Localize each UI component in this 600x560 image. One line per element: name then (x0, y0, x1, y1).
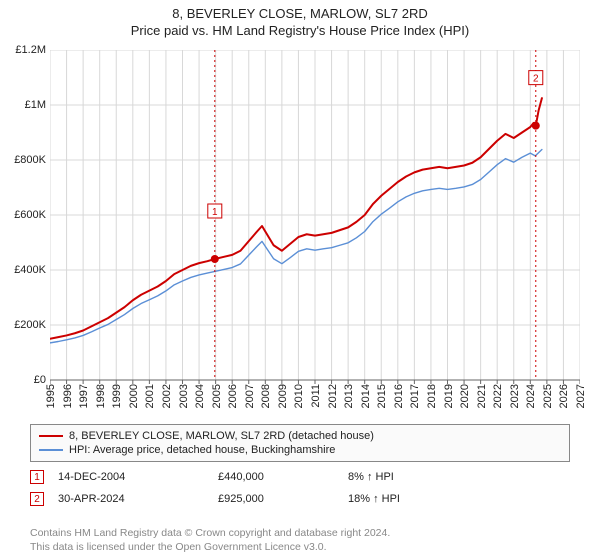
footer-line-1: Contains HM Land Registry data © Crown c… (30, 526, 570, 540)
title-block: 8, BEVERLEY CLOSE, MARLOW, SL7 2RD Price… (0, 0, 600, 38)
x-tick-label: 2013 (343, 384, 355, 408)
x-tick-label: 2020 (459, 384, 471, 408)
sale-price: £440,000 (218, 471, 348, 483)
sale-rows: 1 14-DEC-2004£440,0008% ↑ HPI 2 30-APR-2024… (30, 466, 570, 510)
x-tick-label: 2004 (194, 384, 206, 408)
x-tick-label: 2009 (277, 384, 289, 408)
x-tick-label: 2025 (542, 384, 554, 408)
x-tick-label: 2023 (509, 384, 521, 408)
x-tick-label: 1999 (111, 384, 123, 408)
x-tick-label: 2006 (227, 384, 239, 408)
legend-swatch (39, 449, 63, 451)
x-tick-label: 2015 (376, 384, 388, 408)
x-tick-label: 2026 (558, 384, 570, 408)
x-tick-label: 2000 (128, 384, 140, 408)
x-tick-label: 2007 (244, 384, 256, 408)
x-tick-label: 2022 (492, 384, 504, 408)
x-tick-label: 2012 (327, 384, 339, 408)
y-tick-label: £400K (14, 264, 46, 276)
x-tick-label: 2027 (575, 384, 587, 408)
sale-marker-number: 2 (30, 492, 44, 506)
sale-row: 1 14-DEC-2004£440,0008% ↑ HPI (30, 466, 570, 488)
x-tick-label: 2001 (144, 384, 156, 408)
x-tick-label: 2011 (310, 384, 322, 408)
legend-label: HPI: Average price, detached house, Buck… (69, 444, 335, 456)
x-tick-label: 2017 (409, 384, 421, 408)
x-tick-label: 2021 (476, 384, 488, 408)
legend-row: 8, BEVERLEY CLOSE, MARLOW, SL7 2RD (deta… (39, 429, 561, 443)
legend-swatch (39, 435, 63, 437)
sale-hpi-delta: 18% ↑ HPI (348, 493, 528, 505)
sale-price: £925,000 (218, 493, 348, 505)
x-tick-label: 1995 (45, 384, 57, 408)
plot-area: 12 (50, 50, 580, 380)
title-sub: Price paid vs. HM Land Registry's House … (0, 23, 600, 38)
x-tick-label: 2019 (443, 384, 455, 408)
sale-date: 30-APR-2024 (58, 493, 218, 505)
x-tick-label: 2016 (393, 384, 405, 408)
x-tick-label: 2024 (525, 384, 537, 408)
x-tick-label: 1998 (95, 384, 107, 408)
chart-card: 8, BEVERLEY CLOSE, MARLOW, SL7 2RD Price… (0, 0, 600, 560)
x-tick-label: 2018 (426, 384, 438, 408)
x-tick-label: 2003 (178, 384, 190, 408)
svg-text:1: 1 (212, 207, 218, 218)
legend-row: HPI: Average price, detached house, Buck… (39, 443, 561, 457)
sale-date: 14-DEC-2004 (58, 471, 218, 483)
x-axis-labels: 1995199619971998199920002001200220032004… (50, 384, 580, 424)
x-tick-label: 1997 (78, 384, 90, 408)
legend-label: 8, BEVERLEY CLOSE, MARLOW, SL7 2RD (deta… (69, 430, 374, 442)
sale-marker-number: 1 (30, 470, 44, 484)
y-tick-label: £800K (14, 154, 46, 166)
y-tick-label: £600K (14, 209, 46, 221)
footer-line-2: This data is licensed under the Open Gov… (30, 540, 570, 554)
svg-text:2: 2 (533, 74, 539, 85)
x-tick-label: 2014 (360, 384, 372, 408)
title-main: 8, BEVERLEY CLOSE, MARLOW, SL7 2RD (0, 6, 600, 21)
x-tick-label: 2002 (161, 384, 173, 408)
footer: Contains HM Land Registry data © Crown c… (30, 526, 570, 554)
sale-hpi-delta: 8% ↑ HPI (348, 471, 528, 483)
y-tick-label: £1.2M (15, 44, 46, 56)
legend-box: 8, BEVERLEY CLOSE, MARLOW, SL7 2RD (deta… (30, 424, 570, 462)
y-tick-label: £200K (14, 319, 46, 331)
x-tick-label: 2005 (211, 384, 223, 408)
sale-row: 2 30-APR-2024£925,00018% ↑ HPI (30, 488, 570, 510)
plot-svg: 12 (50, 50, 580, 400)
y-tick-label: £1M (25, 99, 46, 111)
x-tick-label: 2008 (260, 384, 272, 408)
y-axis-labels: £0£200K£400K£600K£800K£1M£1.2M (0, 50, 46, 380)
x-tick-label: 2010 (293, 384, 305, 408)
x-tick-label: 1996 (62, 384, 74, 408)
